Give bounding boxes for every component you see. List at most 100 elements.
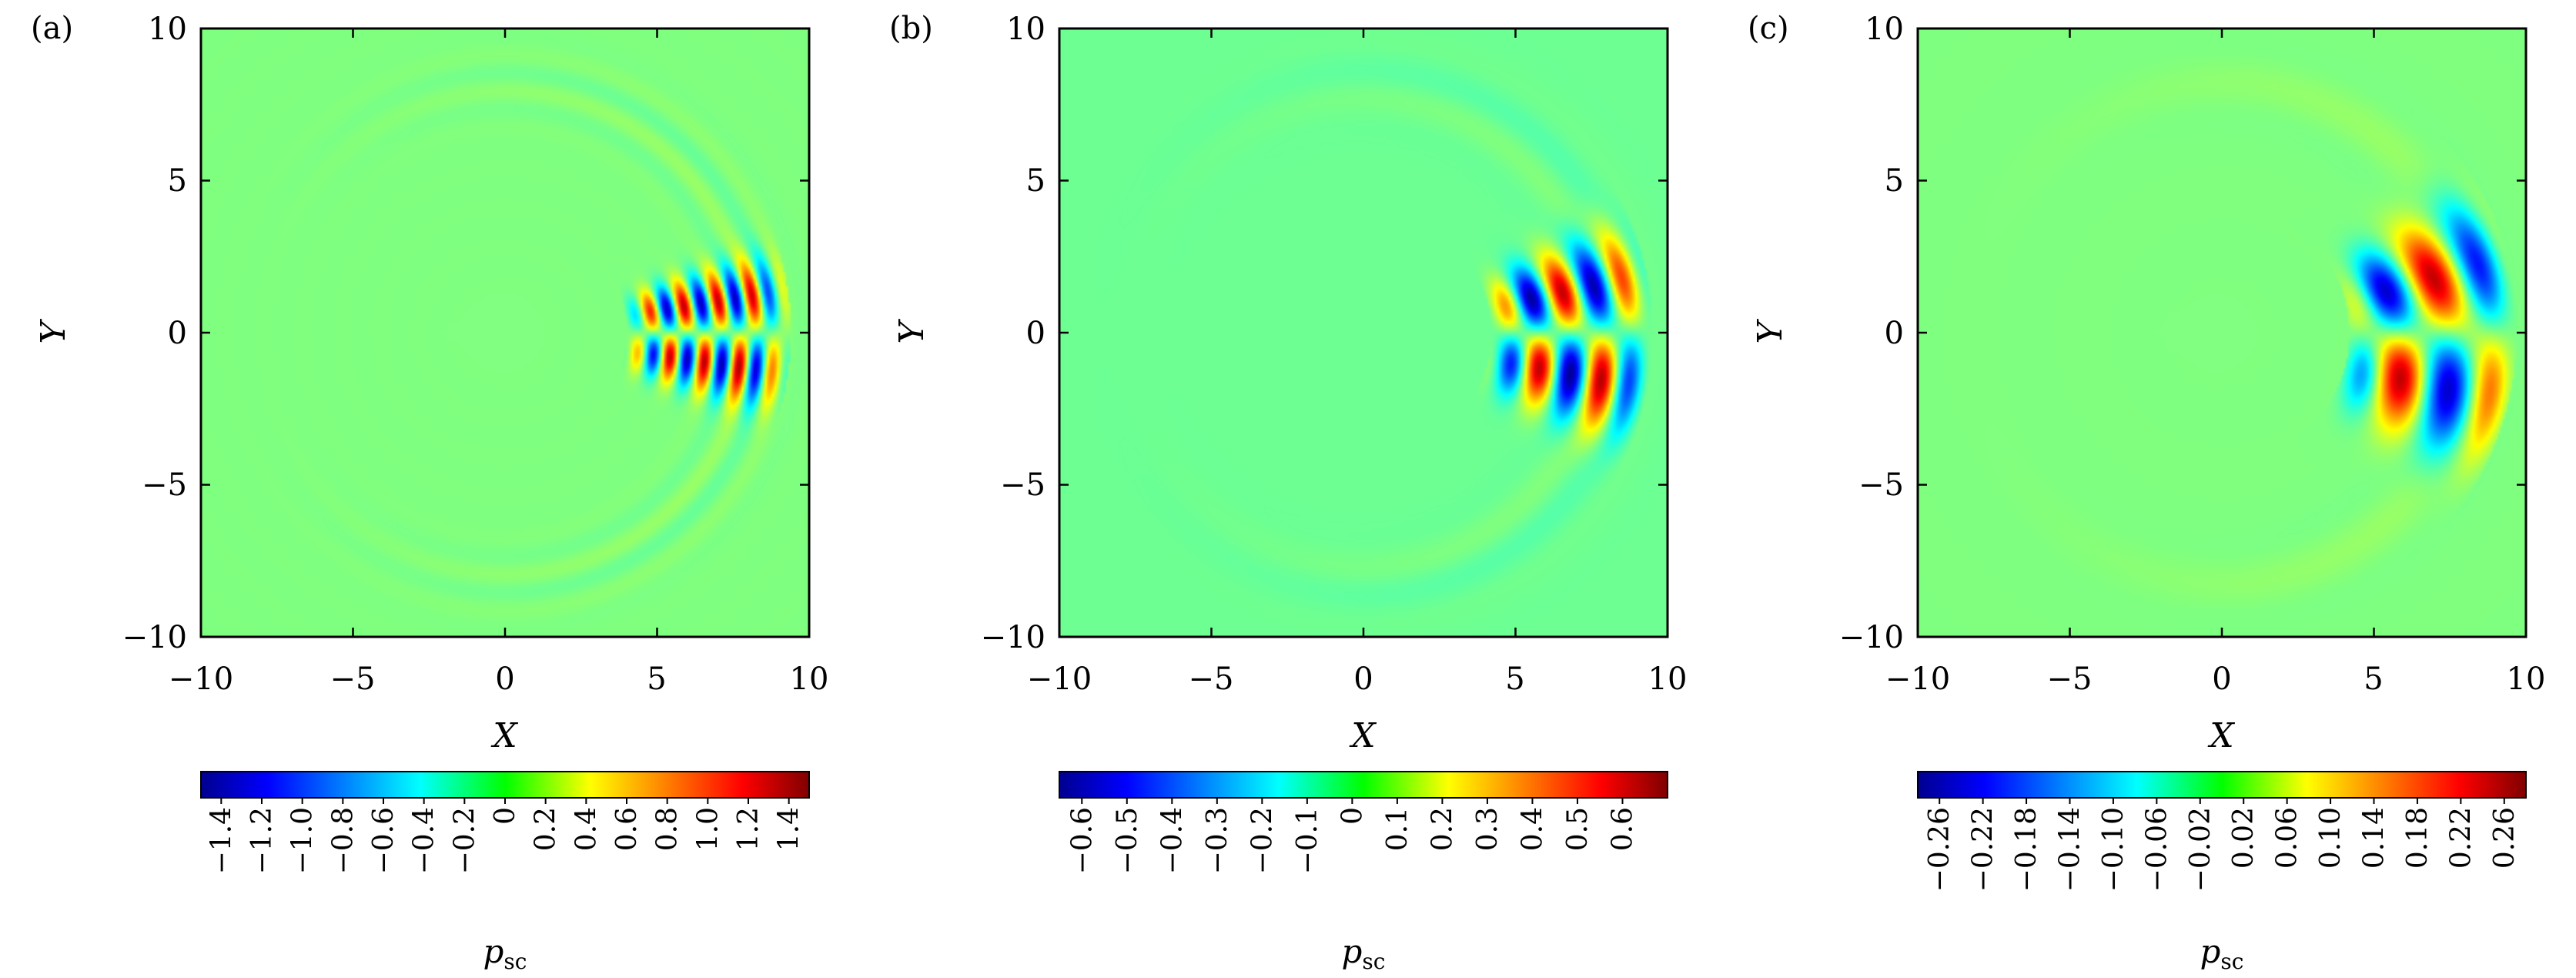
colorbar: [1059, 771, 1668, 799]
colorbar-ticks: −0.26 −0.22 −0.18 −0.14 −0.10 −0.06 −0.02 0.02 0…: [1924, 798, 2521, 892]
y-tick-label: 10: [1865, 12, 1904, 47]
colorbar-label-main: p: [2200, 933, 2221, 970]
colorbar: [200, 771, 810, 799]
colorbar-label: psc: [483, 933, 527, 974]
colorbar-label-sub: sc: [503, 949, 527, 974]
panel-c: (c) −10 −5 0 5 10 10 5 0 −5 −10 X Y −0.2…: [1748, 11, 2545, 974]
colorbar-tick-label: 0.4: [1517, 807, 1548, 851]
y-tick-label: 0: [168, 316, 187, 351]
panel-label: (a): [31, 11, 73, 46]
y-tick-label: −10: [981, 620, 1045, 655]
colorbar-tick-label: 0.2: [530, 807, 562, 851]
colorbar-tick-label: 0.02: [2228, 807, 2260, 869]
colorbar-tick-label: 0.6: [611, 807, 643, 851]
field-heatmap: [1918, 28, 2526, 637]
colorbar-tick-label: −0.06: [2141, 807, 2173, 892]
colorbar-tick-label: 0.5: [1562, 807, 1594, 851]
colorbar-tick-label: −1.0: [287, 807, 319, 874]
colorbar-tick-label: 1.0: [692, 807, 724, 851]
field-heatmap: [201, 28, 809, 637]
colorbar-ticks: −0.6 −0.5 −0.4 −0.3 −0.2 −0.1 0 0.1 0.2 0.3 0.4 0.5…: [1066, 798, 1638, 874]
colorbar-tick-label: 0.18: [2402, 807, 2434, 869]
colorbar-tick-label: −0.4: [409, 807, 440, 874]
tick-marks: [1058, 27, 1669, 638]
colorbar-tick-label: −0.26: [1924, 807, 1955, 892]
colorbar-tick-label: −0.22: [1968, 807, 1999, 892]
field-heatmap: [1059, 28, 1668, 637]
y-tick-label: 5: [168, 163, 187, 199]
colorbar-tick-label: 0.14: [2359, 807, 2390, 869]
colorbar-tick-label: 0.26: [2489, 807, 2521, 869]
colorbar-tick-label: −1.4: [206, 807, 237, 874]
colorbar-tick-label: −1.2: [246, 807, 278, 874]
colorbar-label-sub: sc: [1362, 949, 1385, 974]
colorbar-tick-label: 0.8: [652, 807, 684, 851]
tick-marks: [199, 27, 811, 638]
y-tick-label: −5: [1000, 467, 1045, 503]
x-axis-label: X: [1349, 716, 1377, 755]
colorbar-tick-label: −0.18: [2011, 807, 2042, 892]
colorbar-label-main: p: [483, 933, 504, 970]
panel-b: (b) −10 −5 0 5 10 10 5 0 −5 −10 X Y −0.6…: [889, 11, 1687, 974]
colorbar-tick-label: −0.8: [327, 807, 359, 874]
colorbar-tick-label: 0.06: [2272, 807, 2303, 869]
y-tick-label: 5: [1885, 163, 1904, 199]
y-tick-label: −10: [1839, 620, 1904, 655]
x-tick-label: 10: [2507, 661, 2546, 697]
y-axis-label: Y: [892, 319, 932, 344]
x-tick-label: 10: [1648, 661, 1688, 697]
colorbar-tick-label: −0.2: [1246, 807, 1278, 874]
x-tick-label: 0: [2212, 661, 2231, 697]
colorbar-tick-label: 0.22: [2445, 807, 2477, 869]
x-tick-label: 5: [1505, 661, 1524, 697]
y-tick-label: 10: [148, 12, 187, 47]
colorbar-tick-label: −0.10: [2098, 807, 2129, 892]
y-axis-label: Y: [1751, 319, 1790, 344]
colorbar-tick-label: 1.4: [774, 807, 805, 851]
y-tick-label: −10: [122, 620, 187, 655]
x-tick-label: −10: [1885, 661, 1950, 697]
x-tick-label: −5: [2047, 661, 2093, 697]
y-tick-label: 5: [1026, 163, 1045, 199]
x-tick-label: −10: [1027, 661, 1092, 697]
colorbar-tick-label: 0.3: [1472, 807, 1504, 851]
colorbar-tick-label: 1.2: [733, 807, 764, 851]
colorbar-tick-label: 0.6: [1607, 807, 1638, 851]
colorbar-tick-label: 0: [1337, 807, 1368, 825]
colorbar-tick-label: −0.1: [1292, 807, 1323, 874]
colorbar-label-sub: sc: [2220, 949, 2243, 974]
x-tick-label: 0: [1353, 661, 1373, 697]
colorbar-tick-label: 0.10: [2315, 807, 2347, 869]
x-tick-label: 10: [790, 661, 829, 697]
y-tick-label: 0: [1026, 316, 1045, 351]
colorbar-tick-label: 0: [490, 807, 521, 825]
colorbar-tick-label: −0.4: [1156, 807, 1188, 874]
y-tick-label: 0: [1885, 316, 1904, 351]
panel-a: (a) −10 −5 0 5 10 10 5 0 −5 −10 X Y −1.4…: [31, 11, 828, 974]
colorbar-tick-label: −0.2: [449, 807, 480, 874]
colorbar-tick-label: −0.14: [2055, 807, 2086, 892]
y-tick-label: −5: [1858, 467, 1904, 503]
x-tick-label: −5: [1189, 661, 1234, 697]
colorbar-tick-label: −0.6: [368, 807, 400, 874]
panel-label: (c): [1748, 11, 1789, 46]
colorbar-tick-label: −0.3: [1202, 807, 1233, 874]
x-tick-label: −10: [169, 661, 233, 697]
colorbar-label-main: p: [1342, 933, 1363, 970]
x-axis-label: X: [490, 716, 518, 755]
x-tick-label: 5: [647, 661, 666, 697]
colorbar-tick-label: 0.2: [1427, 807, 1458, 851]
y-axis-label: Y: [34, 319, 73, 344]
x-tick-label: 5: [2364, 661, 2383, 697]
colorbar-tick-label: −0.5: [1112, 807, 1143, 874]
x-tick-label: 0: [495, 661, 514, 697]
y-tick-label: −5: [142, 467, 187, 503]
colorbar-tick-label: −0.6: [1066, 807, 1098, 874]
x-axis-label: X: [2207, 716, 2235, 755]
y-tick-label: 10: [1006, 12, 1045, 47]
x-tick-label: −5: [330, 661, 376, 697]
colorbar: [1917, 771, 2527, 799]
tick-marks: [1916, 27, 2527, 638]
colorbar-tick-label: 0.4: [570, 807, 602, 851]
